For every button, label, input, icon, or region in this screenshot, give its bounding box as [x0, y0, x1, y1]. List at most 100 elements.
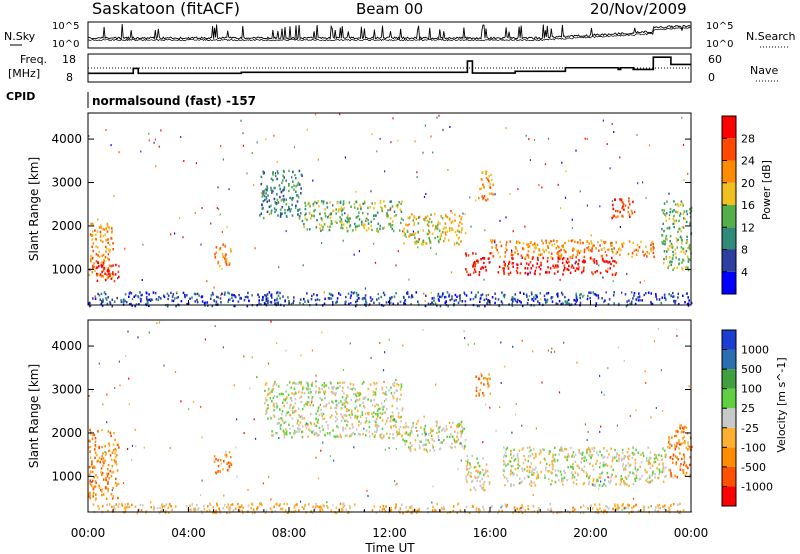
power-data-point [433, 212, 436, 216]
velocity-data-point [282, 393, 284, 396]
velocity-data-point [236, 475, 238, 478]
colorbar-segment [722, 388, 736, 409]
power-data-point [669, 261, 671, 264]
velocity-data-point [389, 509, 392, 512]
power-data-point [581, 295, 584, 298]
power-data-point [544, 298, 546, 301]
velocity-data-point [411, 444, 413, 447]
colorbar-tick-label: 12 [741, 221, 755, 234]
power-data-point [545, 249, 547, 252]
velocity-data-point [393, 381, 396, 384]
velocity-data-point [88, 465, 91, 469]
velocity-data-point [189, 508, 191, 512]
velocity-data-point [526, 475, 529, 478]
power-data-point [475, 199, 477, 202]
velocity-data-point [339, 433, 342, 437]
velocity-data-point [601, 454, 603, 457]
velocity-data-point [95, 497, 97, 500]
velocity-data-point [628, 511, 630, 515]
power-data-point [633, 249, 636, 252]
power-data-point [88, 302, 90, 305]
velocity-data-point [365, 417, 368, 420]
velocity-data-point [269, 397, 272, 400]
power-data-point [430, 246, 432, 249]
velocity-data-point [329, 416, 332, 419]
power-data-point [501, 302, 504, 305]
velocity-data-point [436, 502, 438, 506]
power-data-point [434, 236, 437, 240]
velocity-data-point [442, 427, 445, 430]
power-data-point [343, 207, 345, 210]
velocity-data-point [443, 506, 445, 509]
velocity-data-point [345, 508, 348, 511]
power-data-point [277, 294, 280, 297]
velocity-data-point [114, 456, 117, 459]
velocity-data-point [467, 473, 469, 476]
power-data-point [274, 201, 277, 204]
velocity-data-point [94, 499, 97, 502]
velocity-data-point [466, 463, 469, 466]
power-data-point [508, 273, 510, 276]
velocity-data-point [588, 482, 590, 486]
power-data-point [196, 298, 198, 302]
velocity-data-point [261, 503, 263, 507]
velocity-data-point [309, 388, 312, 391]
velocity-data-point [483, 480, 486, 484]
power-data-point [100, 226, 102, 229]
power-data-point [176, 291, 178, 294]
velocity-data-point [315, 412, 318, 415]
power-data-point [297, 194, 299, 197]
power-data-point [527, 250, 530, 253]
power-data-point [530, 293, 533, 296]
power-data-point [559, 257, 561, 260]
power-data-point [408, 295, 410, 299]
power-data-point [94, 269, 96, 272]
power-data-point [323, 223, 326, 226]
velocity-data-point [628, 504, 630, 507]
velocity-data-point [589, 462, 591, 465]
velocity-data-point [299, 427, 301, 431]
power-data-point [476, 259, 478, 262]
power-data-point [557, 251, 559, 254]
velocity-data-point [349, 416, 352, 419]
velocity-data-point [526, 465, 528, 469]
power-data-point [560, 303, 562, 306]
velocity-data-point [368, 430, 371, 434]
velocity-data-point [679, 424, 681, 427]
power-data-point [182, 236, 184, 239]
power-data-point [542, 242, 544, 245]
power-data-point [424, 124, 426, 127]
velocity-data-point [293, 387, 296, 390]
power-data-point [353, 291, 356, 294]
power-data-point [479, 297, 482, 300]
velocity-data-point [267, 417, 269, 420]
velocity-data-point [578, 466, 581, 470]
velocity-data-point [659, 470, 661, 473]
power-data-point [327, 225, 329, 228]
power-data-point [246, 304, 249, 308]
power-data-point [622, 205, 624, 208]
power-data-point [228, 263, 231, 266]
power-data-point [556, 264, 559, 267]
velocity-data-point [618, 454, 620, 457]
velocity-data-point [451, 435, 454, 438]
power-data-point [517, 252, 519, 256]
power-data-point [547, 256, 549, 260]
velocity-data-point [291, 417, 294, 420]
power-data-point [540, 264, 542, 267]
power-data-point [678, 262, 680, 265]
power-data-point [92, 297, 94, 300]
velocity-data-point [502, 473, 505, 477]
velocity-data-point [397, 384, 400, 387]
power-data-point [553, 266, 555, 269]
power-data-point [403, 234, 406, 237]
velocity-data-point [285, 430, 288, 433]
velocity-data-point [188, 408, 190, 411]
velocity-data-point [295, 382, 297, 385]
velocity-data-point [285, 397, 287, 401]
velocity-data-point [281, 410, 284, 413]
power-data-point [317, 158, 319, 161]
velocity-data-point [277, 421, 279, 425]
velocity-data-point [573, 476, 576, 479]
